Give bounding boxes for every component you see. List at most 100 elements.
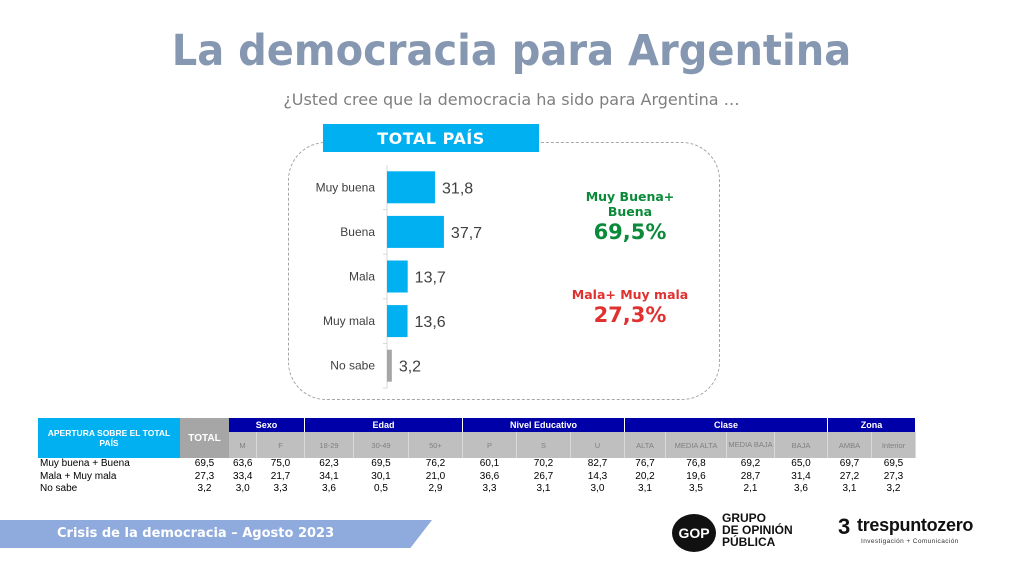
table-cell: 14,3 — [587, 470, 608, 482]
data-label: 13,7 — [415, 270, 446, 287]
table-cell: 3,3 — [273, 483, 288, 494]
bar-mala — [387, 260, 408, 293]
table-cell: 26,7 — [533, 470, 554, 482]
table-column-header: Interior — [871, 432, 916, 458]
table-cell: 34,1 — [319, 470, 339, 482]
gop-line-3: PÚBLICA — [722, 535, 776, 549]
table-cell: 30,1 — [371, 470, 391, 482]
table-cell: 20,2 — [635, 470, 655, 482]
table-cell: 76,7 — [635, 458, 655, 469]
table-cell: 76,8 — [686, 458, 706, 469]
gop-line-1: GRUPO — [722, 511, 767, 525]
row-total: 27,3 — [194, 470, 215, 482]
table-row: Mala + Muy mala 27,3 33,4 21,7 34,1 30,1 21,0 3… — [38, 471, 916, 484]
table-cell: 3,5 — [689, 483, 703, 494]
table-header-total: TOTAL — [180, 418, 229, 458]
trespuntozero-logo-icon: 3 — [838, 514, 851, 539]
data-label: 37,7 — [451, 225, 482, 242]
row-total: 3,2 — [197, 483, 212, 494]
table-cell: 21,7 — [270, 470, 291, 482]
bar-muy-mala — [387, 305, 408, 338]
table-cell: 36,6 — [479, 470, 500, 482]
row-label: Mala + Muy mala — [40, 470, 117, 482]
table-cell: 28,7 — [740, 470, 761, 482]
table-cell: 82,7 — [587, 458, 608, 469]
data-label: 3,2 — [399, 359, 421, 376]
table-group-header: Nivel Educativo — [462, 418, 625, 432]
table-cell: 3,1 — [536, 483, 551, 494]
summary-negative-value: 27,3% — [593, 303, 667, 327]
table-header-apertura: APERTURA SOBRE EL TOTAL PAÍS — [38, 418, 180, 458]
summary-positive-label: Muy Buena+ Buena — [585, 189, 675, 219]
table-group-header: Zona — [827, 418, 916, 432]
table-column-header: M — [229, 432, 257, 458]
table-cell: 0,5 — [374, 483, 388, 494]
table-column-header: P — [462, 432, 517, 458]
table-cell: 3,6 — [794, 483, 808, 494]
gop-logo-mark: GOP — [678, 525, 709, 541]
table-cell: 2,9 — [428, 483, 443, 494]
page-subtitle: ¿Usted cree que la democracia ha sido pa… — [283, 90, 740, 109]
table-cell: 3,1 — [842, 483, 857, 494]
table-column-header: 30-49 — [353, 432, 409, 458]
summary-positive-value: 69,5% — [593, 220, 667, 244]
table-cell: 69,7 — [839, 458, 860, 469]
gop-logo-icon: GOP — [672, 514, 716, 552]
table-cell: 3,6 — [322, 483, 336, 494]
table-cell: 3,1 — [638, 483, 652, 494]
table-column-header: MEDIA BAJA — [726, 432, 775, 458]
category-label: Muy buena — [316, 180, 376, 194]
table-cell: 3,0 — [235, 483, 250, 494]
page-title: La democracia para Argentina — [171, 26, 852, 76]
table-group-header: Sexo — [229, 418, 305, 432]
gop-line-2: DE OPINIÓN — [722, 523, 793, 537]
category-label: No sabe — [330, 359, 375, 373]
table-cell: 69,5 — [371, 458, 391, 469]
breakdown-table: APERTURA SOBRE EL TOTAL PAÍS TOTAL Sexo Eda… — [38, 418, 916, 496]
summary-negative-label: Mala+ Muy mala — [571, 287, 689, 302]
table-column-header: AMBA — [827, 432, 872, 458]
table-cell: 69,2 — [740, 458, 761, 469]
table-group-header: Edad — [304, 418, 463, 432]
table-cell: 27,3 — [883, 470, 904, 482]
table-cell: 76,2 — [425, 458, 446, 469]
table-cell: 2,1 — [743, 483, 758, 494]
footer-band — [0, 520, 432, 548]
table-cell: 60,1 — [479, 458, 500, 469]
data-label: 31,8 — [442, 180, 473, 197]
table-cell: 65,0 — [791, 458, 811, 469]
table-cell: 69,5 — [883, 458, 904, 469]
table-cell: 33,4 — [233, 470, 253, 482]
chart-title-banner: TOTAL PAÍS — [323, 124, 539, 152]
table-column-header: BAJA — [774, 432, 828, 458]
footer-text: Crisis de la democracia – Agosto 2023 — [57, 526, 335, 541]
category-label: Buena — [340, 225, 375, 239]
trespuntozero-tagline: Investigación + Comunicación — [861, 538, 959, 545]
table-cell: 19,6 — [686, 470, 706, 482]
category-label: Muy mala — [323, 314, 375, 328]
table-cell: 75,0 — [270, 458, 291, 469]
bar-no-sabe — [387, 349, 392, 382]
table-row: No sabe 3,2 3,0 3,3 3,6 0,5 2,9 3,3 3,1 3,0 3,1 3,5… — [38, 483, 916, 496]
table-column-header: ALTA — [624, 432, 666, 458]
row-total: 69,5 — [194, 458, 215, 469]
table-cell: 62,3 — [319, 458, 339, 469]
table-row: Muy buena + Buena 69,5 63,6 75,0 62,3 69,5 76,… — [38, 458, 916, 471]
table-column-header: 18-29 — [304, 432, 354, 458]
table-column-header: U — [570, 432, 625, 458]
category-label: Mala — [349, 270, 375, 284]
summary-positive: Muy Buena+ Buena 69,5% — [570, 189, 690, 245]
table-cell: 63,6 — [233, 458, 253, 469]
table-cell: 21,0 — [425, 470, 446, 482]
bar-buena — [387, 215, 444, 248]
data-label: 13,6 — [415, 314, 446, 331]
table-cell: 3,2 — [886, 483, 901, 494]
table-column-header: F — [256, 432, 305, 458]
table-cell: 3,3 — [482, 483, 497, 494]
trespuntozero-logo-name: trespuntozero — [857, 515, 974, 535]
table-cell: 70,2 — [533, 458, 554, 469]
bar-muy-buena — [387, 171, 436, 204]
table-column-header: 50+ — [408, 432, 463, 458]
table-column-header: MEDIA ALTA — [665, 432, 727, 458]
table-cell: 3,0 — [590, 483, 605, 494]
